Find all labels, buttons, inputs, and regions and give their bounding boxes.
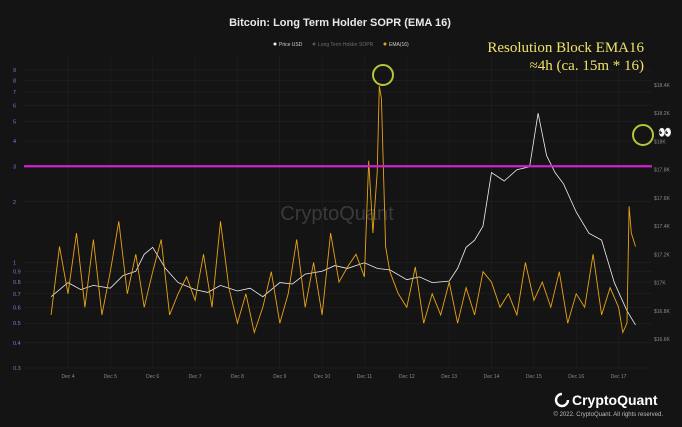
left-tick-label: 5 bbox=[13, 119, 16, 125]
left-tick-label: 2 bbox=[13, 200, 16, 206]
copyright: © 2022. CryptoQuant. All rights reserved… bbox=[554, 411, 664, 418]
left-tick-label: 0.4 bbox=[13, 341, 21, 347]
series-line-ema16 bbox=[50, 85, 636, 335]
x-tick-label: Dec 12 bbox=[399, 374, 415, 380]
left-tick-label: 0.6 bbox=[13, 305, 21, 311]
x-tick-label: Dec 14 bbox=[484, 374, 500, 380]
watermark: CryptoQuant bbox=[280, 203, 394, 225]
right-tick-label: $17.6K bbox=[654, 196, 671, 202]
right-tick-label: $17.2K bbox=[654, 252, 671, 258]
left-tick-label: 0.5 bbox=[13, 321, 21, 327]
right-tick-label: $17.8K bbox=[654, 168, 671, 174]
legend-item-ema: EMA(16) bbox=[389, 42, 409, 48]
left-tick-label: 0.3 bbox=[13, 366, 21, 372]
left-tick-label: 1 bbox=[13, 261, 16, 267]
right-tick-label: $18K bbox=[654, 139, 666, 145]
legend-swatch-sopr bbox=[312, 42, 316, 46]
left-tick-label: 6 bbox=[13, 104, 16, 110]
right-tick-label: $17K bbox=[654, 281, 666, 287]
left-tick-label: 0.7 bbox=[13, 292, 21, 298]
left-tick-label: 0.8 bbox=[13, 280, 21, 286]
left-tick-label: 0.9 bbox=[13, 270, 21, 276]
x-tick-label: Dec 7 bbox=[189, 374, 202, 380]
series-line-price bbox=[50, 113, 636, 326]
x-tick-label: Dec 5 bbox=[104, 374, 117, 380]
left-axis: 9 8 7 6 5 4 3 2 1 0.9 0.8 0.7 0.6 0.5 0.4 0.3 bbox=[13, 68, 21, 372]
brand-logo-icon bbox=[554, 392, 570, 408]
highlight-circle-peak bbox=[372, 64, 394, 86]
x-tick-label: Dec 10 bbox=[314, 374, 330, 380]
right-tick-label: $17.4K bbox=[654, 224, 671, 230]
right-axis: $18.4K $18.2K $18K $17.8K $17.6K $17.4K $17.2K… bbox=[654, 83, 671, 343]
annotation-line-1: Resolution Block EMA16 bbox=[487, 40, 644, 56]
x-tick-label: Dec 8 bbox=[231, 374, 244, 380]
right-tick-label: $18.2K bbox=[654, 111, 671, 117]
right-tick-label: $16.6K bbox=[654, 337, 671, 343]
right-tick-label: $18.4K bbox=[654, 83, 671, 89]
right-tick-label: $16.8K bbox=[654, 309, 671, 315]
x-tick-label: Dec 11 bbox=[357, 374, 373, 380]
legend-item-price: Price USD bbox=[279, 42, 303, 48]
legend-item-sopr: Long Term Holder SOPR bbox=[318, 42, 374, 48]
x-tick-label: Dec 13 bbox=[441, 374, 457, 380]
legend-swatch-ema bbox=[383, 42, 387, 46]
chart-title: Bitcoin: Long Term Holder SOPR (EMA 16) bbox=[229, 17, 451, 29]
left-tick-label: 8 bbox=[13, 78, 16, 84]
highlight-circle-spike bbox=[632, 124, 654, 146]
left-tick-label: 4 bbox=[13, 139, 16, 145]
legend-swatch-price bbox=[273, 42, 277, 46]
left-tick-label: 9 bbox=[13, 68, 16, 74]
x-tick-label: Dec 15 bbox=[526, 374, 542, 380]
grid bbox=[24, 56, 652, 369]
x-tick-label: Dec 4 bbox=[61, 374, 74, 380]
x-axis: Dec 4 Dec 5 Dec 6 Dec 7 Dec 8 Dec 9 Dec 10 Dec … bbox=[61, 374, 626, 380]
x-tick-label: Dec 6 bbox=[146, 374, 159, 380]
annotation-line-2: ≈4h (ca. 15m * 16) bbox=[530, 58, 644, 74]
x-tick-label: Dec 9 bbox=[273, 374, 286, 380]
left-tick-label: 3 bbox=[13, 164, 16, 170]
x-tick-label: Dec 17 bbox=[611, 374, 627, 380]
x-tick-label: Dec 16 bbox=[568, 374, 584, 380]
footer-brand: CryptoQuant bbox=[554, 392, 658, 408]
brand-name: CryptoQuant bbox=[572, 392, 658, 408]
legend: Price USD Long Term Holder SOPR EMA(16) bbox=[273, 42, 409, 48]
left-tick-label: 7 bbox=[13, 90, 16, 96]
eyes-emoji: 👀 bbox=[658, 127, 672, 139]
